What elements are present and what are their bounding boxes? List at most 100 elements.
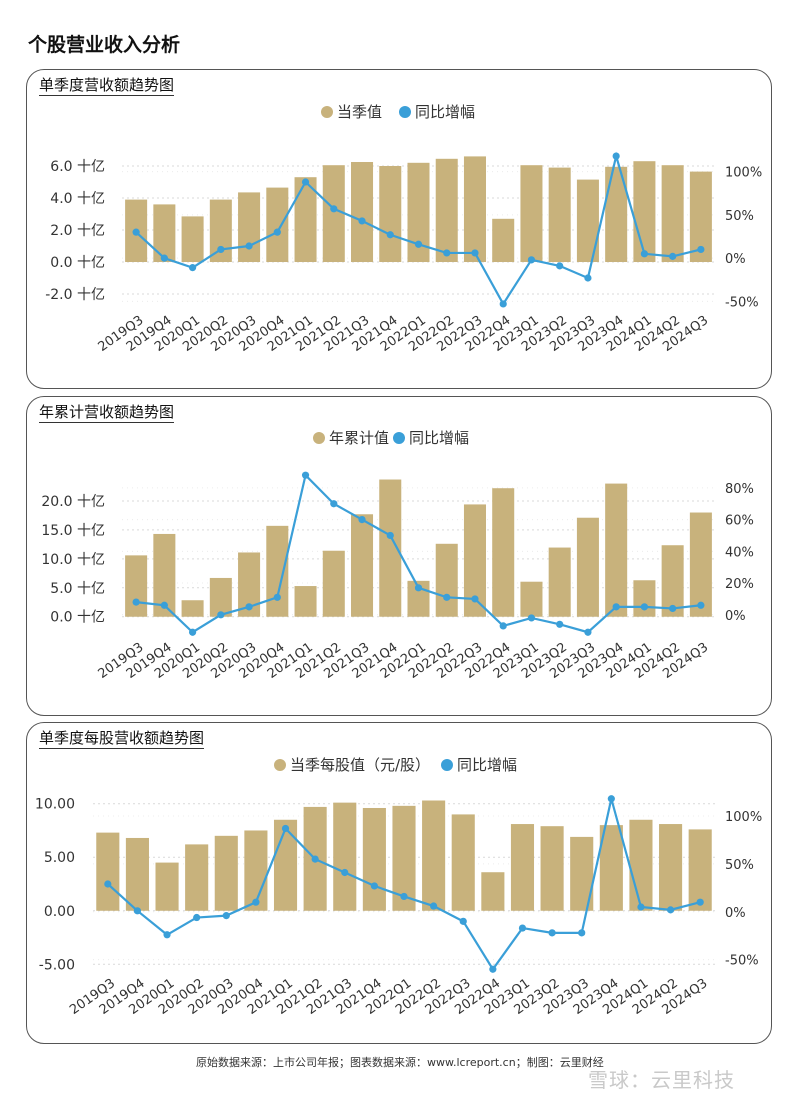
growth-point xyxy=(188,628,197,636)
growth-point xyxy=(217,245,225,254)
y-left-tick-label: 20.0 十亿 xyxy=(41,494,105,510)
bar xyxy=(294,177,317,262)
bar xyxy=(153,204,176,262)
growth-point xyxy=(584,628,592,636)
bar xyxy=(633,580,656,617)
growth-point xyxy=(160,601,168,609)
bar xyxy=(379,166,402,262)
y-left-tick-label: 4.0 十亿 xyxy=(50,191,105,207)
legend-swatch-line xyxy=(393,432,405,444)
growth-point xyxy=(443,249,451,257)
y-right-tick-label: 20% xyxy=(725,577,754,592)
growth-point xyxy=(696,898,704,906)
bar xyxy=(435,158,458,262)
growth-point xyxy=(669,604,677,613)
y-left-tick-label: 10.00 xyxy=(35,797,75,813)
y-right-tick-label: 100% xyxy=(725,166,762,181)
growth-point xyxy=(443,593,451,601)
bar xyxy=(661,545,684,617)
growth-point xyxy=(489,965,497,973)
legend-label-line: 同比增幅 xyxy=(415,103,475,121)
legend-label-bar: 当季值 xyxy=(337,103,382,121)
bar xyxy=(492,218,515,262)
growth-point xyxy=(281,824,290,833)
bar xyxy=(520,581,543,617)
bar xyxy=(351,162,374,262)
growth-point xyxy=(370,882,378,890)
bar xyxy=(407,162,430,262)
bar xyxy=(463,504,486,617)
y-left-tick-label: -2.0 十亿 xyxy=(45,287,105,303)
bar xyxy=(294,586,317,617)
bar xyxy=(548,167,571,262)
watermark: 雪球：云里科技 xyxy=(588,1068,735,1092)
growth-point xyxy=(612,152,620,160)
growth-point xyxy=(430,902,438,910)
bar xyxy=(322,550,345,617)
legend-swatch-line xyxy=(399,106,411,118)
y-right-tick-label: 100% xyxy=(725,810,762,825)
bar xyxy=(576,517,599,617)
quarterly-revenue-chart-panel: 单季度营收额趋势图 -2.0 十亿 0.0 十亿 2.0 十亿 4.0 十亿 6.0 十… xyxy=(26,69,772,389)
bar xyxy=(540,826,564,911)
y-left-tick-label: 6.0 十亿 xyxy=(50,159,105,175)
y-right-tick-label: -50% xyxy=(725,295,759,310)
growth-point xyxy=(584,274,592,282)
bar xyxy=(351,514,374,617)
y-right-tick-label: 0% xyxy=(725,906,746,921)
y-right-tick-label: 40% xyxy=(725,545,754,560)
bar xyxy=(214,835,238,911)
growth-point xyxy=(104,880,112,888)
growth-point xyxy=(556,262,564,270)
bar xyxy=(689,512,712,617)
bar xyxy=(333,802,357,911)
y-left-tick-label: 0.00 xyxy=(44,904,75,920)
y-right-tick-label: 80% xyxy=(725,482,754,497)
bar xyxy=(451,814,475,911)
growth-point xyxy=(556,620,564,628)
legend-label-bar: 年累计值 xyxy=(329,429,389,447)
y-left-tick-label: -5.00 xyxy=(39,957,75,973)
growth-point xyxy=(471,249,479,257)
bar xyxy=(362,807,386,911)
bar xyxy=(605,483,628,617)
page-title: 个股营业收入分析 xyxy=(28,34,181,56)
legend-swatch-bar xyxy=(274,759,286,771)
growth-point xyxy=(459,917,467,925)
bar xyxy=(238,192,261,262)
growth-point xyxy=(386,531,394,540)
legend-label-line: 同比增幅 xyxy=(457,756,517,774)
bar xyxy=(185,844,209,911)
y-left-tick-label: 5.00 xyxy=(44,850,75,866)
growth-point xyxy=(222,912,230,920)
legend-label-bar: 当季每股值（元/股） xyxy=(290,756,430,774)
growth-point xyxy=(311,855,319,863)
growth-point xyxy=(640,250,649,258)
bar xyxy=(209,199,232,262)
y-right-tick-label: 50% xyxy=(725,858,754,873)
growth-point xyxy=(188,264,197,272)
y-left-tick-label: 10.0 十亿 xyxy=(41,552,105,568)
growth-point xyxy=(400,892,408,901)
bar xyxy=(605,166,628,262)
cumulative-revenue-chart-panel: 年累计营收额趋势图 0.0 十亿 5.0 十亿 10.0 十亿 15.0 十亿 20.0… xyxy=(26,396,772,716)
bar xyxy=(155,862,179,911)
bar xyxy=(659,824,683,911)
bar xyxy=(238,552,261,617)
growth-point xyxy=(414,584,423,592)
bar xyxy=(125,837,149,911)
per-share-revenue-chart: -5.000.005.0010.00-50%0%50%100%2019Q3201… xyxy=(35,756,762,1018)
growth-point xyxy=(499,300,507,308)
bar xyxy=(633,161,656,262)
growth-point xyxy=(612,603,620,611)
growth-point xyxy=(217,611,225,619)
y-right-tick-label: 60% xyxy=(725,514,754,529)
bar xyxy=(181,600,204,617)
growth-point xyxy=(640,603,649,611)
per-share-revenue-chart-panel: 单季度每股营收额趋势图 -5.00 0.00 5.00 10.00 -50% 0% 50% 1… xyxy=(26,722,772,1044)
bar xyxy=(481,872,505,911)
growth-point xyxy=(163,931,171,939)
bar xyxy=(266,187,289,262)
bar xyxy=(125,555,148,617)
bar xyxy=(599,825,623,911)
